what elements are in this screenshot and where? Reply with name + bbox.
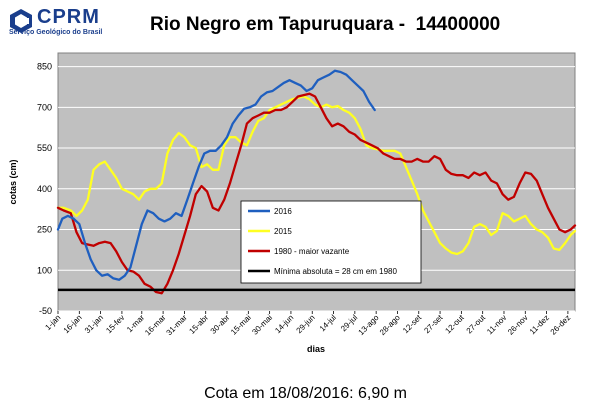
x-tick-labels: 1-jan 16-jan 31-jan 15-fev1-mar16-mar31-mar… xyxy=(43,311,572,337)
x-tick-label: 15-abr xyxy=(187,313,210,336)
y-tick-label: 100 xyxy=(37,265,52,275)
x-tick-label: 16-jan xyxy=(62,313,84,335)
x-tick-label: 16-mar xyxy=(143,313,168,338)
x-tick-label: 26-dez xyxy=(549,313,573,337)
y-tick-labels: -50 100 250 400 550 700 850 xyxy=(37,62,52,316)
legend-label: 2016 xyxy=(274,207,292,216)
x-tick-label: 28-ago xyxy=(378,313,402,337)
x-tick-label: 27-out xyxy=(465,313,488,336)
x-axis-label: dias xyxy=(307,344,325,354)
series-lines xyxy=(56,69,577,295)
y-tick-label: 400 xyxy=(37,184,52,194)
y-tick-label: 700 xyxy=(37,102,52,112)
y-axis-label: cotas (cm) xyxy=(8,159,18,204)
series-line-1 xyxy=(56,95,577,256)
x-tick-label: 29-jun xyxy=(295,313,317,335)
caption: Cota em 18/08/2016: 6,90 m xyxy=(204,385,407,402)
x-tick-label: 11-nov xyxy=(485,313,508,336)
x-tick-label: 14-jun xyxy=(273,313,295,335)
x-tick-label: 12-out xyxy=(443,313,466,336)
y-tick-label: 850 xyxy=(37,62,52,72)
cprm-logo-icon xyxy=(10,9,32,33)
x-tick-label: 30-abr xyxy=(209,313,232,336)
legend-label: 2015 xyxy=(274,227,292,236)
y-tick-label: 550 xyxy=(37,143,52,153)
series-line-2 xyxy=(56,92,577,295)
x-tick-label: 27-set xyxy=(422,313,445,336)
legend-label: 1980 - maior vazante xyxy=(274,247,350,256)
x-tick-label: 31-mar xyxy=(165,313,190,338)
y-tick-label: -50 xyxy=(39,306,52,316)
legend-label: Mínima absoluta = 28 cm em 1980 xyxy=(274,267,398,276)
series-line-0 xyxy=(56,69,376,281)
legend-box xyxy=(240,200,422,284)
x-tick-label: 30-mai xyxy=(250,313,274,337)
x-tick-label: 31-jan xyxy=(83,313,105,335)
x-tick-label: 26-nov xyxy=(506,313,530,337)
x-tick-label: 12-set xyxy=(401,313,424,336)
x-tick-label: 14-jul xyxy=(318,313,338,333)
legend: 2016 2015 1980 - maior vazante Mínima absol… xyxy=(240,200,422,284)
cprm-logo: CPRM Serviço Geológico do Brasil xyxy=(8,6,123,40)
brand-subtitle: Serviço Geológico do Brasil xyxy=(9,29,103,36)
x-tick-label: 15-mai xyxy=(229,313,253,337)
x-tick-label: 15-fev xyxy=(104,313,126,335)
chart-title: Rio Negro em Tapuruquara - 14400000 xyxy=(150,14,501,35)
brand-name: CPRM xyxy=(37,6,100,28)
y-tick-label: 250 xyxy=(37,225,52,235)
x-tick-label: 13-ago xyxy=(357,313,381,337)
x-tick-label: 11-dez xyxy=(528,313,551,336)
